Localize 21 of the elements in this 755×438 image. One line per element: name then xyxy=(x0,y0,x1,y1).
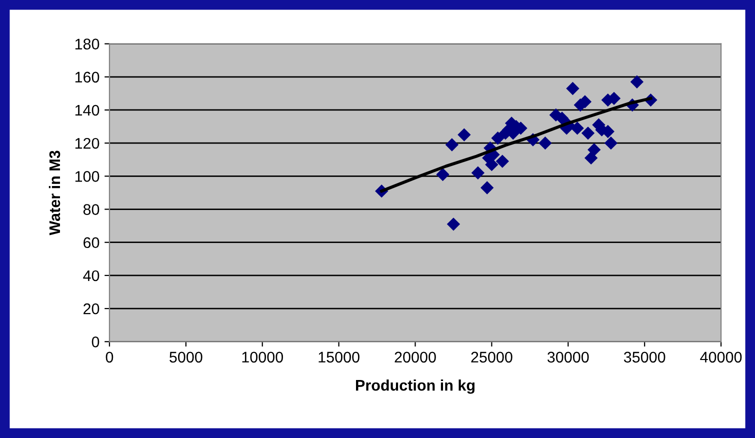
y-tick-label: 160 xyxy=(75,72,100,83)
x-tick-label: 25000 xyxy=(471,352,512,363)
y-tick-label: 120 xyxy=(75,138,100,149)
y-tick-label: 40 xyxy=(83,270,100,282)
y-tick-label: 0 xyxy=(92,336,100,348)
y-tick-label: 80 xyxy=(83,204,100,215)
x-tick-label: 35000 xyxy=(624,352,666,363)
x-tick-label: 20000 xyxy=(394,352,436,363)
x-tick-label: 5000 xyxy=(170,352,202,363)
y-tick-label: 100 xyxy=(75,171,100,182)
x-tick-label: 10000 xyxy=(242,352,284,363)
x-tick-label: 0 xyxy=(106,352,114,363)
y-axis-title: Water in M3 xyxy=(48,150,60,236)
x-tick-label: 15000 xyxy=(318,352,360,363)
x-tick-label: 30000 xyxy=(547,352,589,363)
y-tick-label: 140 xyxy=(75,104,100,116)
y-tick-label: 20 xyxy=(84,303,100,314)
x-tick-label: 40000 xyxy=(700,352,742,363)
x-axis-title: Production in kg xyxy=(356,379,474,394)
y-tick-label: 180 xyxy=(75,38,100,50)
y-tick-label: 60 xyxy=(84,237,100,248)
